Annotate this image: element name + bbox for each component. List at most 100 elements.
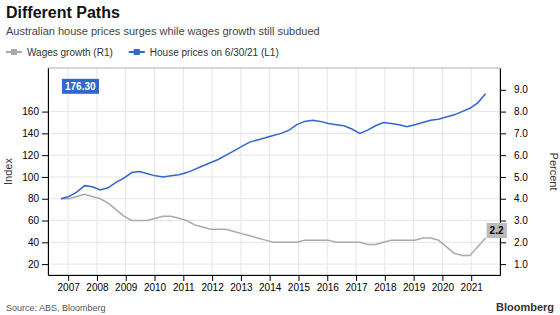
tick: 2009 bbox=[115, 275, 138, 293]
tick-label: 120 bbox=[22, 150, 39, 161]
tick-mark bbox=[270, 275, 271, 281]
y-axis-title: Index bbox=[2, 158, 14, 185]
tick-label: 60 bbox=[28, 215, 40, 226]
tick-mark bbox=[42, 264, 48, 265]
annotations: 176.302.2 bbox=[62, 79, 507, 238]
tick-label: 160 bbox=[22, 106, 39, 117]
series-line bbox=[61, 194, 486, 255]
tick-label: 2018 bbox=[374, 282, 397, 293]
legend-label: Wages growth (R1) bbox=[27, 47, 113, 58]
tick: 2012 bbox=[201, 275, 224, 293]
grid-line bbox=[48, 220, 500, 221]
tick-label: 2.0 bbox=[514, 237, 528, 248]
tick: 2016 bbox=[317, 275, 340, 293]
legend: Wages growth (R1) House prices on 6/30/21… bbox=[6, 47, 279, 58]
tick-mark bbox=[183, 275, 184, 281]
grid-line bbox=[327, 68, 328, 275]
tick: 9.0 bbox=[500, 84, 528, 95]
tick-label: 2010 bbox=[144, 282, 167, 293]
tick-mark bbox=[500, 112, 506, 113]
tick: 2013 bbox=[230, 275, 253, 293]
grid-line bbox=[212, 68, 213, 275]
watermark: Bloomberg bbox=[496, 301, 554, 313]
tick-label: 2011 bbox=[173, 282, 195, 293]
tick-mark bbox=[385, 275, 386, 281]
grid-line bbox=[48, 155, 500, 156]
tick-mark bbox=[155, 275, 156, 281]
tick: 40 bbox=[28, 237, 48, 248]
tick: 100 bbox=[22, 172, 48, 183]
tick: 5.0 bbox=[500, 172, 528, 183]
tick-mark bbox=[500, 264, 506, 265]
tick-label: 80 bbox=[28, 193, 40, 204]
tick-label: 2007 bbox=[58, 282, 81, 293]
tick-label: 2009 bbox=[115, 282, 138, 293]
grid-line bbox=[96, 68, 97, 275]
tick-label: 6.0 bbox=[514, 150, 528, 161]
plot-frame bbox=[48, 68, 500, 275]
tick-mark bbox=[327, 275, 328, 281]
tick-label: 1.0 bbox=[514, 259, 528, 270]
tick-label: 4.0 bbox=[514, 193, 528, 204]
tick-label: 100 bbox=[22, 172, 39, 183]
tick-mark bbox=[42, 155, 48, 156]
tick-label: 2012 bbox=[201, 282, 224, 293]
series-line bbox=[61, 94, 486, 199]
tick: 2017 bbox=[345, 275, 368, 293]
tick: 4.0 bbox=[500, 193, 528, 204]
legend-label: House prices on 6/30/21 (L1) bbox=[150, 47, 279, 58]
tick: 8.0 bbox=[500, 106, 528, 117]
tick: 7.0 bbox=[500, 128, 528, 139]
tick: 2015 bbox=[288, 275, 311, 293]
tick-label: 140 bbox=[22, 128, 39, 139]
tick: 2019 bbox=[403, 275, 426, 293]
grid-line bbox=[471, 68, 472, 275]
tick: 80 bbox=[28, 193, 48, 204]
tick: 2011 bbox=[173, 275, 195, 293]
tick-mark bbox=[97, 275, 98, 281]
tick-mark bbox=[42, 133, 48, 134]
axis-line bbox=[48, 69, 49, 276]
tick-label: 40 bbox=[28, 237, 40, 248]
tick-mark bbox=[500, 155, 506, 156]
grid-line bbox=[48, 176, 500, 177]
grid-line bbox=[48, 264, 500, 265]
tick: 2007 bbox=[58, 275, 81, 293]
tick-label: 20 bbox=[28, 259, 40, 270]
tick-mark bbox=[42, 112, 48, 113]
tick-label: 3.0 bbox=[514, 215, 528, 226]
tick: 2008 bbox=[86, 275, 109, 293]
grid-line bbox=[125, 68, 126, 275]
tick-mark bbox=[241, 275, 242, 281]
tick: 60 bbox=[28, 215, 48, 226]
tick: 120 bbox=[22, 150, 48, 161]
tick: 2018 bbox=[374, 275, 397, 293]
tick-mark bbox=[42, 199, 48, 200]
tick: 140 bbox=[22, 128, 48, 139]
tick-label: 2015 bbox=[288, 282, 311, 293]
tick: 2021 bbox=[461, 275, 484, 293]
chart: 2007200820092010201120122013201420152016… bbox=[0, 0, 560, 315]
tick-mark bbox=[42, 221, 48, 222]
grid-line bbox=[384, 68, 385, 275]
annotation: 2.2 bbox=[487, 223, 507, 238]
tick-label: 2016 bbox=[317, 282, 340, 293]
subtitle: Australian house prices surges while wag… bbox=[6, 25, 320, 37]
tick: 1.0 bbox=[500, 259, 528, 270]
y2-axis: 1.0 2.0 3.0 4.0 5.0 6.0 7.0 8.0 9.0 bbox=[500, 69, 528, 276]
tick: 160 bbox=[22, 106, 48, 117]
tick-mark bbox=[500, 199, 506, 200]
tick-mark bbox=[500, 177, 506, 178]
tick-label: 8.0 bbox=[514, 106, 528, 117]
tick: 6.0 bbox=[500, 150, 528, 161]
grid-line bbox=[269, 68, 270, 275]
tick-mark bbox=[471, 275, 472, 281]
grid bbox=[48, 68, 500, 275]
grid-line bbox=[154, 68, 155, 275]
tick-mark bbox=[500, 221, 506, 222]
tick-mark bbox=[42, 242, 48, 243]
grid-line bbox=[68, 68, 69, 275]
axis-line bbox=[500, 69, 501, 276]
tick-label: 2008 bbox=[86, 282, 109, 293]
y2-axis-title: Percent bbox=[548, 153, 560, 191]
